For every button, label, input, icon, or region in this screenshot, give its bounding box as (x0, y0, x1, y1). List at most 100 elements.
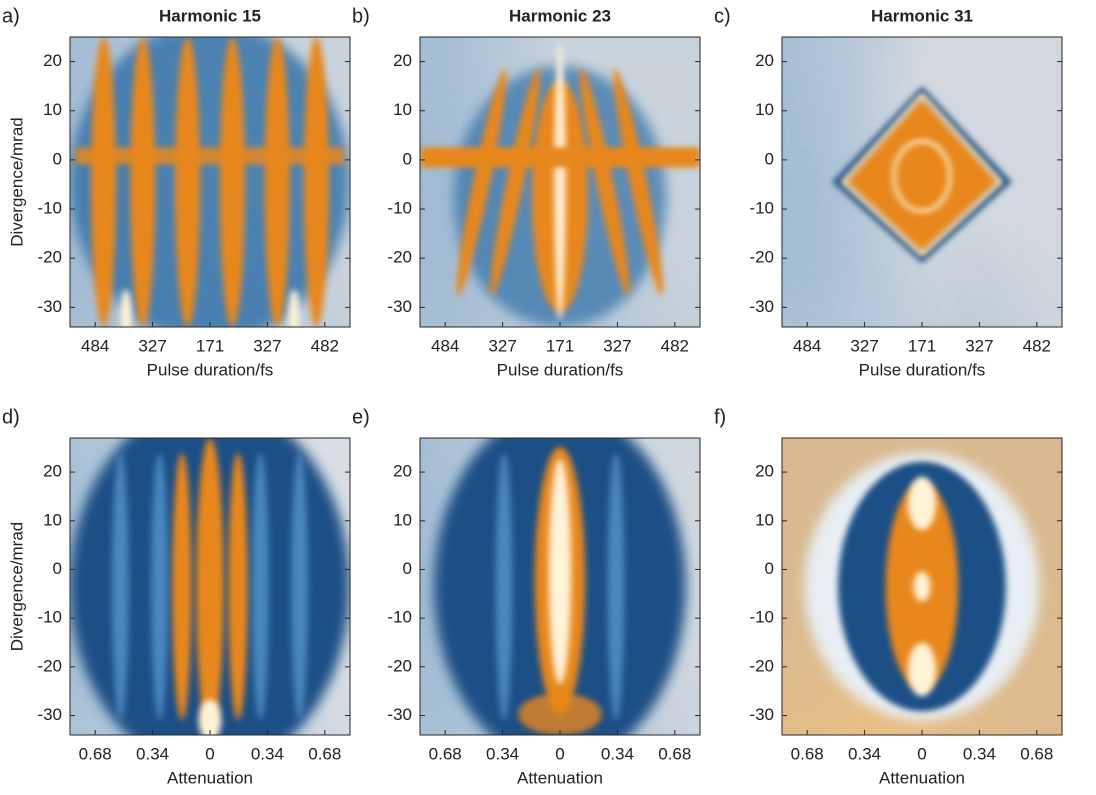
x-tick-label: 0.34 (136, 744, 169, 763)
decor (91, 37, 116, 327)
decor (252, 453, 269, 720)
x-tick-label: 0.68 (791, 744, 824, 763)
x-tick-label: 171 (546, 336, 574, 355)
decor (518, 693, 602, 735)
y-axis-label: Divergence/mrad (7, 522, 26, 651)
decor (554, 43, 565, 321)
x-tick-label: 0.34 (486, 744, 519, 763)
y-tick-label: 0 (53, 559, 62, 578)
y-tick-label: 20 (755, 462, 774, 481)
y-tick-label: -10 (37, 199, 62, 218)
x-axis-label: Attenuation (879, 768, 965, 787)
heatmap-image (420, 408, 700, 764)
heatmap-content (420, 37, 700, 327)
y-tick-label: -20 (387, 656, 412, 675)
figure: -30 -20 -10 0 10 20 484 327 171 327 482 Pulse durat… (0, 0, 1096, 795)
x-tick-label: 0.34 (963, 744, 996, 763)
y-tick-label: -10 (749, 608, 774, 627)
y-tick-label: -20 (749, 248, 774, 267)
decor (120, 289, 131, 335)
x-tick-label: 0.68 (429, 744, 462, 763)
decor (288, 289, 299, 335)
y-tick-label: -10 (387, 608, 412, 627)
decor (76, 147, 345, 164)
y-tick-label: -10 (749, 199, 774, 218)
x-tick-label: 0 (205, 744, 214, 763)
y-tick-label: 10 (755, 510, 774, 529)
heatmap-content (782, 37, 1062, 327)
panel-label: c) (714, 5, 731, 27)
x-tick-label: 0 (917, 744, 926, 763)
y-tick-label: 20 (755, 51, 774, 70)
x-tick-label: 171 (908, 336, 936, 355)
y-tick-label: -20 (749, 656, 774, 675)
y-tick-label: -20 (387, 248, 412, 267)
x-tick-label: 327 (488, 336, 516, 355)
x-tick-label: 0.34 (601, 744, 634, 763)
y-tick-label: 10 (755, 100, 774, 119)
decor (130, 37, 155, 327)
x-tick-label: 484 (793, 336, 821, 355)
x-tick-label: 327 (603, 336, 631, 355)
panel-label: b) (352, 5, 370, 27)
x-tick-label: 171 (196, 336, 224, 355)
decor (112, 453, 129, 720)
x-tick-label: 0.68 (79, 744, 112, 763)
heatmap-image (782, 37, 1062, 327)
panel-label: d) (2, 406, 20, 428)
decor (304, 37, 329, 327)
decor (420, 147, 700, 167)
decor (914, 572, 931, 602)
y-axis-label: Divergence/mrad (7, 117, 26, 246)
heatmap-image (70, 22, 350, 341)
y-tick-label: -30 (387, 705, 412, 724)
heatmap-image (782, 438, 1062, 735)
decor (608, 453, 625, 720)
y-tick-label: -10 (37, 608, 62, 627)
heatmap-content (70, 22, 350, 341)
y-tick-label: 10 (393, 510, 412, 529)
x-tick-label: 0 (555, 744, 564, 763)
decor (908, 477, 936, 530)
decor (220, 37, 245, 327)
y-tick-label: 10 (393, 100, 412, 119)
decor (196, 438, 224, 735)
y-tick-label: -30 (749, 297, 774, 316)
heatmap-image (70, 402, 350, 770)
panel-label: f) (714, 406, 726, 428)
heatmap-image (420, 37, 700, 327)
decor (175, 37, 200, 327)
x-axis-label: Pulse duration/fs (497, 360, 624, 379)
x-tick-label: 482 (1023, 336, 1051, 355)
decor (265, 37, 290, 327)
y-tick-label: 20 (393, 462, 412, 481)
x-tick-label: 0.34 (251, 744, 284, 763)
x-tick-label: 484 (81, 336, 109, 355)
panel-title: Harmonic 23 (509, 6, 611, 25)
panel-title: Harmonic 31 (871, 6, 973, 25)
y-tick-label: -30 (37, 297, 62, 316)
panel-title: Harmonic 15 (159, 6, 261, 25)
y-tick-label: 0 (403, 149, 412, 168)
panel-label: a) (2, 5, 20, 27)
y-tick-label: 20 (43, 51, 62, 70)
y-tick-label: 0 (403, 559, 412, 578)
x-tick-label: 484 (431, 336, 459, 355)
heatmap-content (782, 438, 1062, 735)
x-tick-label: 0.34 (848, 744, 881, 763)
decor (228, 453, 248, 720)
heatmap-content (70, 402, 350, 770)
x-tick-label: 0.68 (1020, 744, 1053, 763)
x-tick-label: 327 (138, 336, 166, 355)
y-tick-label: 10 (43, 100, 62, 119)
decor (291, 453, 308, 720)
decor (151, 453, 168, 720)
y-tick-label: -30 (37, 705, 62, 724)
y-tick-label: -30 (749, 705, 774, 724)
heatmap-content (420, 408, 700, 764)
x-axis-label: Attenuation (517, 768, 603, 787)
decor (549, 459, 571, 685)
y-tick-label: -20 (37, 248, 62, 267)
x-axis-label: Pulse duration/fs (859, 360, 986, 379)
x-tick-label: 482 (311, 336, 339, 355)
